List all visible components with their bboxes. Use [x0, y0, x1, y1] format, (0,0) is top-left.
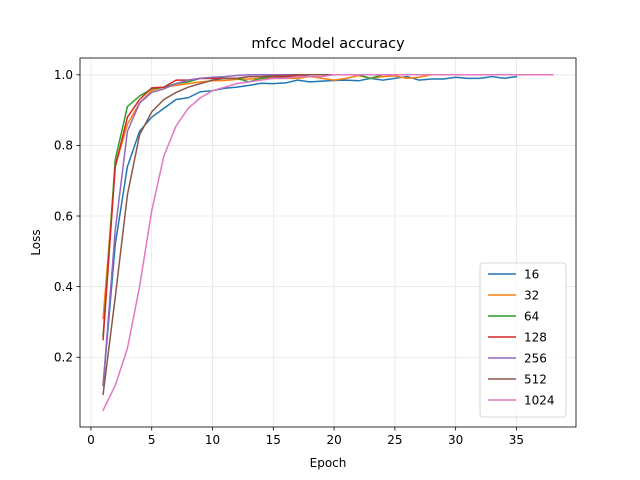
- x-axis-title: Epoch: [310, 456, 347, 470]
- legend-item: 16: [488, 267, 539, 281]
- legend-label: 1024: [524, 393, 555, 407]
- legend-item: 256: [488, 351, 547, 365]
- x-tick-label: 0: [87, 433, 95, 447]
- x-tick-label: 10: [205, 433, 220, 447]
- x-tick-label: 15: [266, 433, 281, 447]
- x-tick-label: 5: [148, 433, 156, 447]
- series-lines: [102, 73, 554, 412]
- x-tick-label: 25: [387, 433, 402, 447]
- legend-label: 16: [524, 267, 539, 281]
- x-tick-label: 20: [326, 433, 341, 447]
- legend-label: 32: [524, 288, 539, 302]
- y-tick-label: 1.0: [54, 68, 73, 82]
- y-tick-label: 0.6: [54, 209, 73, 223]
- y-axis-title: Loss: [29, 229, 43, 255]
- legend-label: 512: [524, 372, 547, 386]
- series-line-16: [102, 75, 518, 387]
- legend-item: 1024: [488, 393, 555, 407]
- series-line-1024: [102, 74, 554, 412]
- legend-label: 64: [524, 309, 539, 323]
- legend: 16 32 64 128 256 512 1024: [479, 262, 567, 418]
- y-tick-label: 0.2: [54, 351, 73, 365]
- y-tick-label: 0.4: [54, 280, 73, 294]
- legend-label: 128: [524, 330, 547, 344]
- legend-item: 32: [488, 288, 539, 302]
- axis-ticks: 0 5 10 15 20 25 30 35 0.2 0.4 0.6 0.8 1.0: [54, 68, 524, 447]
- y-tick-label: 0.8: [54, 139, 73, 153]
- legend-label: 256: [524, 351, 547, 365]
- plot-frame: [79, 57, 577, 428]
- legend-item: 64: [488, 309, 539, 323]
- chart-title: mfcc Model accuracy: [251, 36, 405, 52]
- legend-item: 128: [488, 330, 547, 344]
- legend-item: 512: [488, 372, 547, 386]
- series-line-32: [102, 73, 433, 320]
- x-tick-label: 30: [448, 433, 463, 447]
- x-tick-label: 35: [509, 433, 524, 447]
